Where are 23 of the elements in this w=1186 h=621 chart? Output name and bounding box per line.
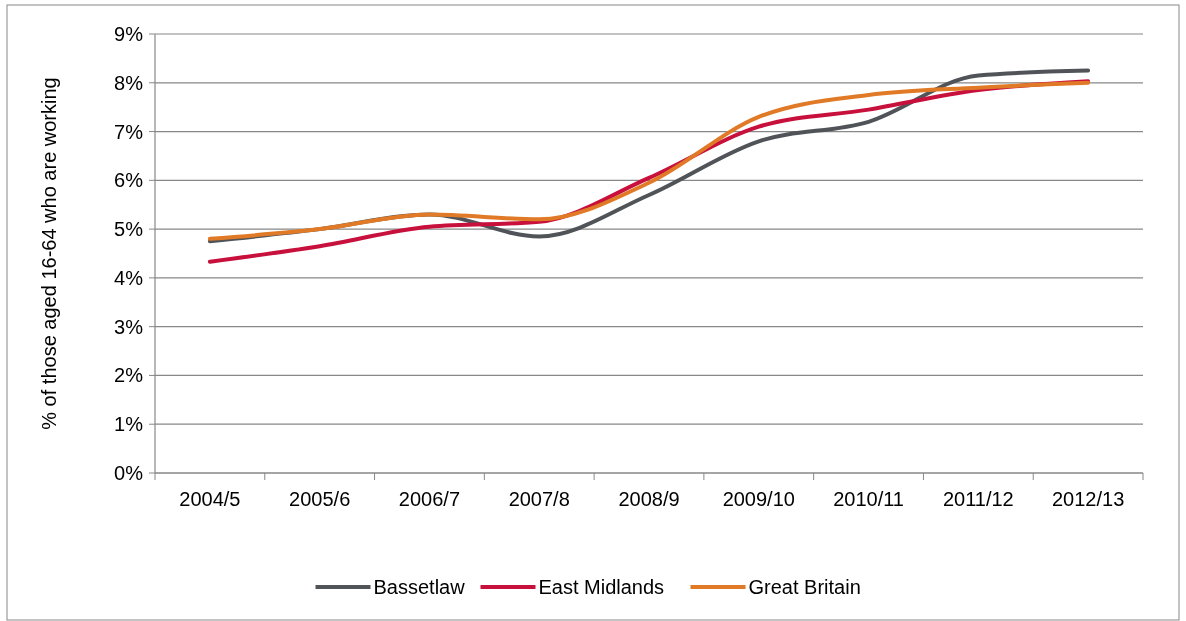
y-tick-label: 3% [114,315,144,338]
y-tick-label: 2% [114,364,144,387]
legend-label: Bassetlaw [373,576,466,598]
y-tick-label: 4% [114,266,144,289]
x-tick-label: 2005/6 [289,488,351,510]
y-tick-label: 6% [114,169,144,192]
x-tick-label: 2004/5 [179,488,241,510]
y-axis-title: % of those aged 16-64 who are working [38,77,60,430]
y-tick-label: 8% [114,71,144,94]
x-tick-label: 2008/9 [618,488,680,510]
y-tick-label: 9% [114,23,144,45]
legend-label: Great Britain [748,576,861,598]
y-tick-label: 0% [114,462,144,484]
y-tick-label: 7% [114,120,144,143]
x-tick-label: 2007/8 [508,488,570,510]
x-tick-label: 2010/11 [833,488,904,510]
y-tick-label: 5% [114,218,144,241]
x-tick-label: 2011/12 [942,488,1014,510]
y-tick-label: 1% [114,413,144,436]
x-tick-label: 2009/10 [722,488,795,510]
x-tick-label: 2006/7 [398,488,461,510]
legend-label: East Midlands [538,576,665,598]
x-tick-label: 2012/13 [1051,488,1125,510]
